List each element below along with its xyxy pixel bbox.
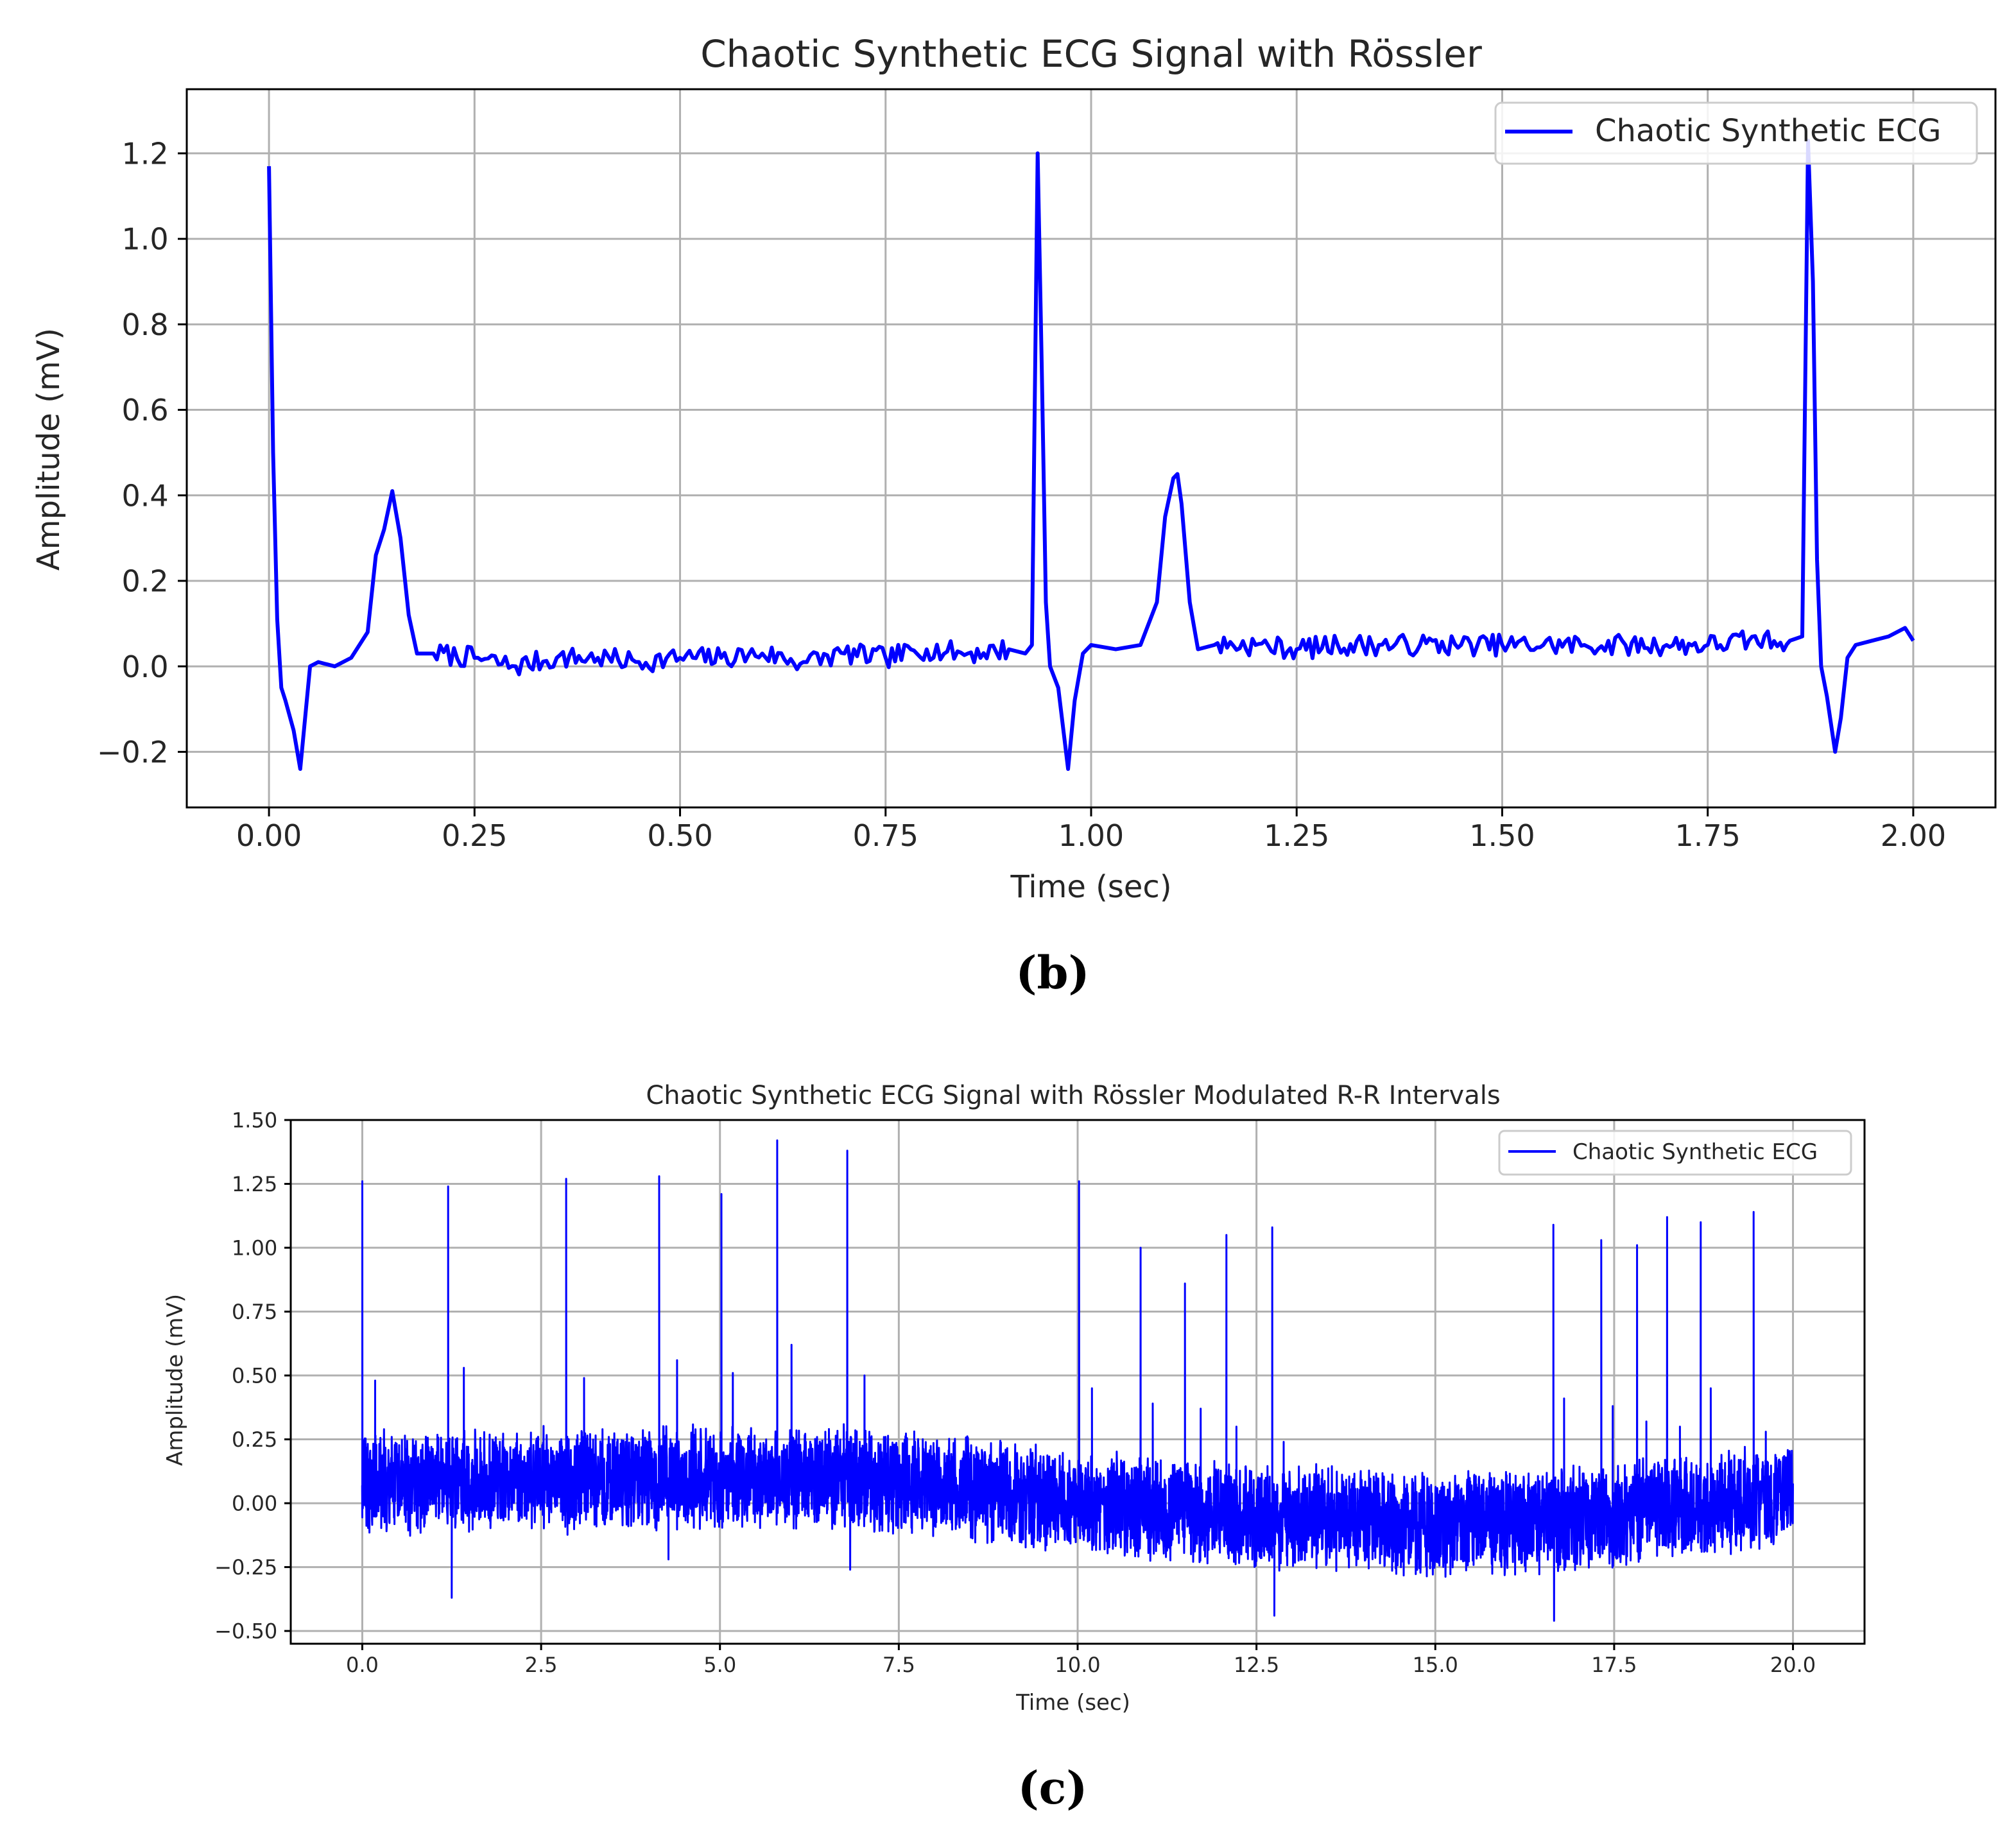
x-tick-label: 15.0	[1413, 1653, 1458, 1677]
x-tick-label: 12.5	[1234, 1653, 1279, 1677]
x-axis-label-c: Time (sec)	[1015, 1690, 1130, 1716]
yticks-c: −0.50 −0.25 0.00 0.25 0.50 0.75 1.00 1.25 1.50	[214, 1108, 291, 1644]
y-tick-label: −0.25	[214, 1555, 277, 1580]
y-tick-label: 0.50	[232, 1364, 277, 1388]
legend-b: Chaotic Synthetic ECG	[1494, 101, 1978, 165]
x-tick-label: 1.50	[1469, 818, 1535, 853]
x-tick-label: 10.0	[1055, 1653, 1100, 1677]
y-tick-label: 0.2	[121, 564, 168, 599]
y-tick-label: 1.50	[232, 1108, 277, 1133]
series-b	[267, 138, 1915, 771]
x-axis-label-b: Time (sec)	[1010, 869, 1171, 905]
ecg-series-line	[267, 138, 1915, 771]
y-tick-label: −0.2	[97, 735, 169, 770]
legend-label-c: Chaotic Synthetic ECG	[1572, 1139, 1818, 1165]
y-tick-label: 1.00	[232, 1236, 277, 1261]
y-tick-label: 0.0	[121, 650, 168, 684]
legend-box-c	[1498, 1130, 1852, 1176]
y-tick-label: 0.25	[232, 1427, 277, 1452]
legend-c: Chaotic Synthetic ECG	[1498, 1130, 1852, 1176]
series-c	[361, 1139, 1794, 1622]
y-tick-label: 0.4	[121, 478, 168, 513]
x-tick-label: 0.50	[647, 818, 712, 853]
x-tick-label: 5.0	[703, 1653, 736, 1677]
y-tick-label: 1.0	[121, 222, 168, 257]
grid-c	[291, 1119, 1865, 1644]
x-tick-label: 2.5	[525, 1653, 558, 1677]
y-tick-label: 1.25	[232, 1172, 277, 1196]
x-tick-label: 1.00	[1058, 818, 1124, 853]
chart-title-c: Chaotic Synthetic ECG Signal with Rössle…	[646, 1081, 1500, 1110]
caption-b: (b)	[1015, 946, 1089, 999]
y-tick-label: 0.00	[232, 1492, 277, 1516]
chart-panel-b: 0.00 0.25 0.50 0.75 1.00 1.25 1.50 1.75 2.00 −0.…	[31, 32, 1997, 999]
x-tick-label: 17.5	[1591, 1653, 1637, 1677]
xticks-c: 0.0 2.5 5.0 7.5 10.0 12.5 15.0 17.5 20.0	[346, 1644, 1816, 1677]
y-tick-label: 0.75	[232, 1300, 277, 1324]
ecg-series-line	[361, 1139, 1794, 1622]
legend-label-b: Chaotic Synthetic ECG	[1595, 113, 1941, 149]
xticks-b: 0.00 0.25 0.50 0.75 1.00 1.25 1.50 1.75 2.00	[236, 807, 1946, 853]
chart-panel-c: 0.0 2.5 5.0 7.5 10.0 12.5 15.0 17.5 20.0 −0.50−0…	[162, 1081, 1866, 1814]
grid-b	[187, 89, 1995, 807]
x-tick-label: 2.00	[1881, 818, 1946, 853]
legend-box-b	[1494, 101, 1978, 165]
x-tick-label: 1.75	[1675, 818, 1740, 853]
x-tick-label: 0.0	[346, 1653, 379, 1677]
x-tick-label: 1.25	[1264, 818, 1329, 853]
y-axis-label-b: Amplitude (mV)	[31, 328, 67, 571]
x-tick-label: 20.0	[1770, 1653, 1816, 1677]
y-tick-label: 1.2	[121, 136, 168, 171]
y-axis-label-c: Amplitude (mV)	[162, 1294, 188, 1466]
x-tick-label: 0.75	[853, 818, 918, 853]
y-tick-label: 0.8	[121, 307, 168, 342]
caption-c: (c)	[1018, 1761, 1088, 1814]
x-tick-label: 0.00	[236, 818, 302, 853]
yticks-b: −0.2 0.0 0.2 0.4 0.6 0.8 1.0 1.2	[97, 136, 187, 770]
chart-title-b: Chaotic Synthetic ECG Signal with Rössle…	[700, 32, 1482, 76]
y-tick-label: −0.50	[214, 1619, 277, 1644]
x-tick-label: 0.25	[442, 818, 507, 853]
y-tick-label: 0.6	[121, 393, 168, 427]
x-tick-label: 7.5	[883, 1653, 915, 1677]
